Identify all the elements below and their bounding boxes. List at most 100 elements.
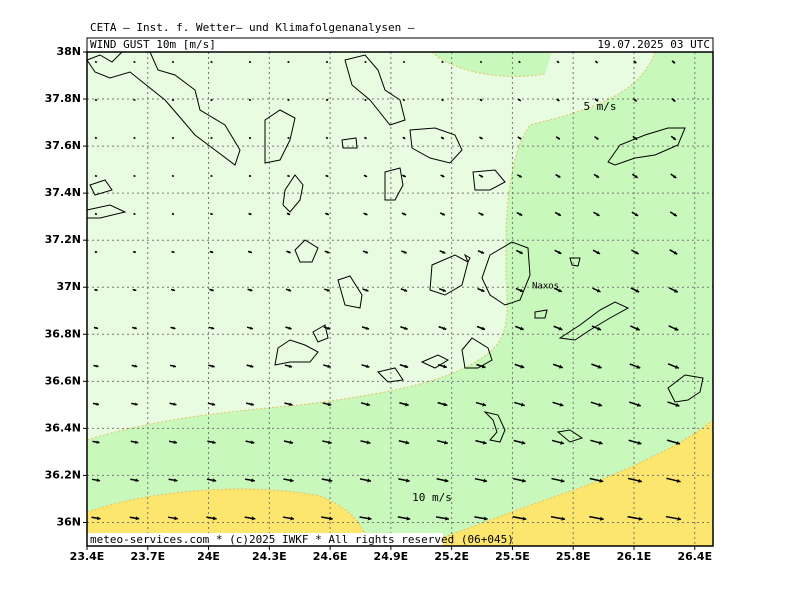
arrow-head — [404, 326, 408, 330]
arrow-head — [95, 212, 97, 215]
header-title: CETA — Inst. f. Wetter— und Klimafolgena… — [90, 21, 415, 34]
arrow-head — [480, 212, 484, 216]
arrow-head — [672, 99, 676, 102]
contour-10 — [86, 419, 714, 547]
arrow-head — [288, 288, 292, 292]
contour-label: 5 m/s — [583, 100, 616, 113]
arrow-head — [634, 174, 638, 178]
arrow-head — [96, 478, 100, 482]
arrow-head — [442, 212, 445, 216]
arrow-head — [637, 440, 642, 445]
contour-5 — [86, 51, 656, 441]
arrow-head — [328, 478, 333, 483]
field-yellow — [87, 489, 368, 546]
arrow-head — [677, 516, 682, 521]
arrow-head — [634, 136, 638, 140]
arrow-head — [326, 174, 329, 177]
lat-label: 37.8N — [45, 92, 81, 105]
arrow-head — [599, 516, 604, 521]
arrow-head — [599, 478, 604, 483]
arrow-head — [133, 98, 136, 101]
arrow-head — [133, 212, 136, 215]
arrow-head — [634, 212, 639, 216]
arrow-head — [173, 440, 177, 444]
arrow-head — [365, 326, 369, 330]
arrow-head — [480, 174, 484, 178]
arrow-head — [134, 402, 138, 406]
arrow-head — [249, 288, 253, 292]
arrow-head — [211, 326, 215, 330]
arrow-head — [403, 212, 407, 216]
arrow-head — [249, 250, 252, 254]
arrow-head — [326, 288, 330, 292]
arrow-head — [521, 478, 526, 483]
arrow-head — [635, 288, 640, 293]
arrow-head — [441, 98, 444, 101]
arrow-head — [519, 212, 523, 216]
arrow-head — [173, 478, 178, 483]
arrow-head — [212, 478, 217, 483]
arrow-head — [482, 402, 487, 407]
arrow-head — [135, 440, 139, 444]
arrow-head — [366, 402, 370, 407]
arrow-head — [210, 98, 213, 101]
arrow-head — [481, 364, 486, 369]
arrow-head — [172, 212, 175, 215]
arrow-head — [171, 60, 174, 63]
arrow-head — [248, 60, 251, 63]
arrow-head — [675, 402, 680, 407]
arrow-head — [442, 250, 446, 254]
arrow-head — [442, 288, 446, 292]
arrow-head — [364, 174, 368, 177]
arrow-head — [673, 213, 677, 217]
arrow-head — [250, 440, 255, 445]
arrow-head — [444, 440, 448, 445]
arrow-head — [172, 326, 176, 330]
arrow-head — [135, 516, 140, 521]
lat-label: 37N — [56, 280, 81, 293]
arrow-head — [172, 288, 175, 292]
arrow-head — [403, 250, 407, 254]
lat-label: 36.2N — [45, 468, 81, 481]
arrow-head — [96, 440, 100, 444]
coast — [341, 127, 463, 164]
arrow-head — [367, 516, 372, 521]
arrow-head — [211, 288, 214, 292]
arrow-head — [442, 326, 447, 331]
field-pale — [87, 52, 655, 440]
coast — [429, 253, 471, 296]
arrow-head — [558, 364, 563, 369]
lat-label: 38N — [56, 45, 81, 58]
arrow-head — [135, 478, 139, 483]
lat-label: 36.8N — [45, 327, 81, 340]
arrow-head — [483, 478, 488, 483]
arrow-head — [483, 516, 488, 521]
arrow-head — [672, 60, 675, 64]
arrow-head — [133, 250, 136, 253]
arrow-head — [287, 174, 290, 177]
arrow-head — [287, 98, 290, 101]
arrow-head — [518, 60, 521, 63]
arrow-head — [96, 516, 101, 521]
arrow-head — [519, 326, 524, 331]
arrow-head — [173, 402, 177, 406]
arrow-head — [635, 250, 639, 255]
arrow-head — [134, 326, 137, 330]
arrow-head — [366, 364, 370, 369]
arrow-head — [325, 60, 328, 63]
arrow-head — [364, 212, 368, 216]
arrow-head — [633, 60, 637, 64]
lat-label: 37.2N — [45, 233, 81, 246]
arrow-head — [518, 174, 522, 178]
lat-label: 36N — [56, 515, 81, 528]
arrow-head — [441, 174, 445, 178]
coast — [483, 411, 584, 443]
arrow-head — [672, 137, 676, 140]
arrow-head — [445, 516, 449, 521]
arrow-head — [638, 516, 643, 521]
arrow-head — [558, 326, 563, 331]
coast — [377, 337, 493, 383]
arrow-head — [249, 212, 252, 215]
arrow-head — [367, 478, 371, 483]
lon-label: 26.4E — [677, 550, 712, 563]
